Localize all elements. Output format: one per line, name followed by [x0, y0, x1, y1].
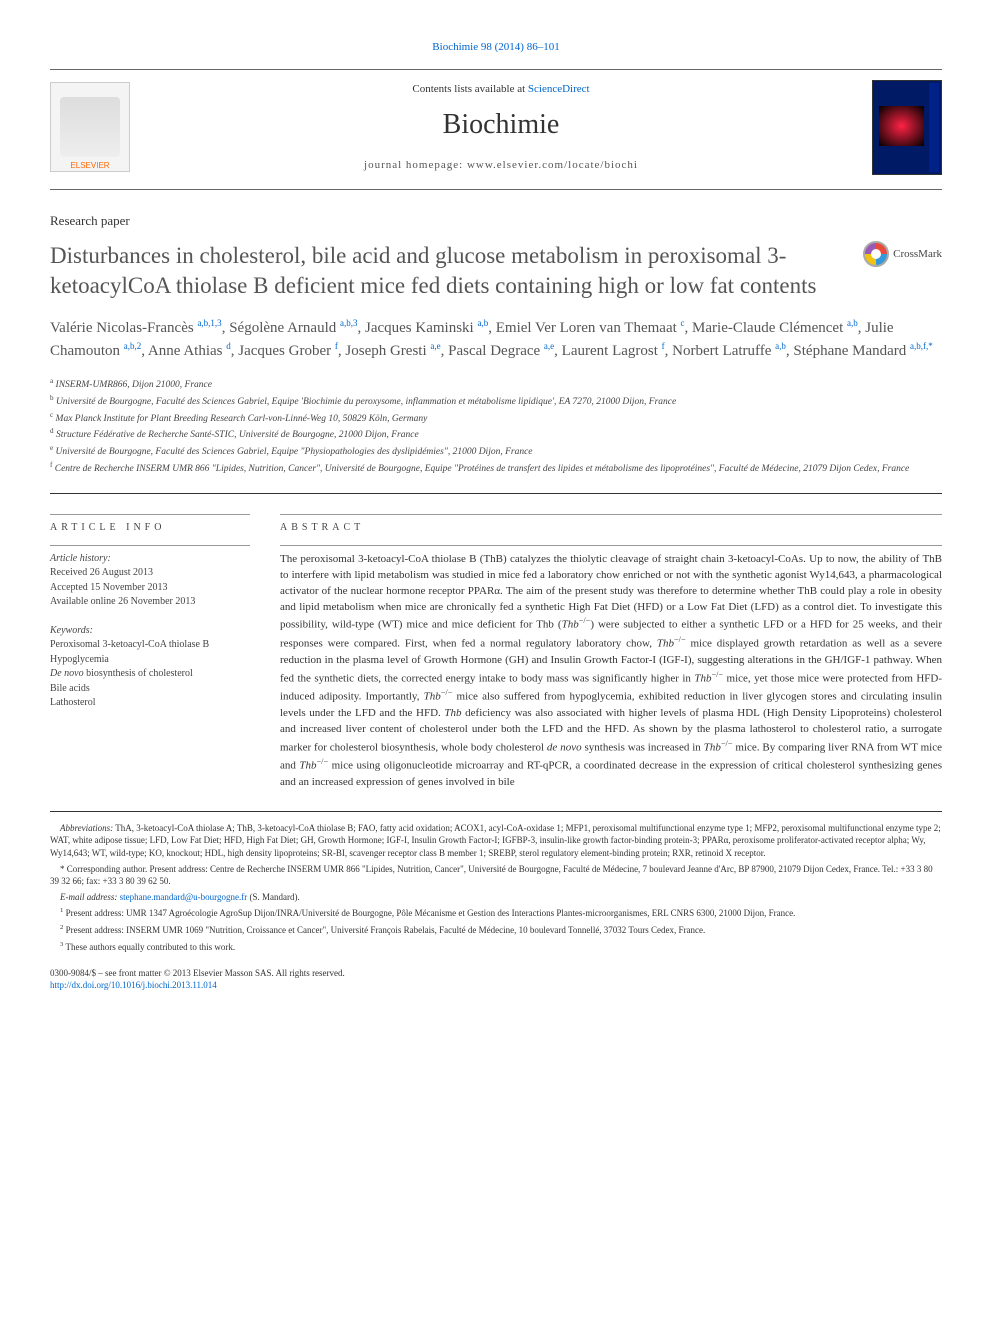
- affiliation-item: a INSERM-UMR866, Dijon 21000, France: [50, 376, 942, 393]
- email-line: E-mail address: stephane.mandard@u-bourg…: [50, 891, 942, 904]
- crossmark-icon: [863, 241, 889, 267]
- abbreviations: Abbreviations: ThA, 3-ketoacyl-CoA thiol…: [50, 822, 942, 860]
- abstract-head: ABSTRACT: [280, 521, 942, 535]
- homepage-url[interactable]: www.elsevier.com/locate/biochi: [467, 159, 638, 171]
- journal-reference: Biochimie 98 (2014) 86–101: [50, 40, 942, 55]
- accepted-date: Accepted 15 November 2013: [50, 581, 250, 596]
- footnote-1-text: Present address: UMR 1347 Agroécologie A…: [66, 908, 796, 918]
- cover-image-icon: [879, 106, 924, 146]
- keywords-block: Keywords: Peroxisomal 3-ketoacyl-CoA thi…: [50, 624, 250, 711]
- info-abstract-row: ARTICLE INFO Article history: Received 2…: [50, 493, 942, 791]
- article-title: Disturbances in cholesterol, bile acid a…: [50, 241, 843, 301]
- corr-text: Present address: Centre de Recherche INS…: [50, 864, 933, 887]
- corr-label: * Corresponding author.: [60, 864, 147, 874]
- crossmark-label: CrossMark: [893, 247, 942, 262]
- received-date: Received 26 August 2013: [50, 566, 250, 581]
- publisher-name: ELSEVIER: [70, 161, 109, 172]
- elsevier-tree-icon: [60, 97, 120, 157]
- article-info-head: ARTICLE INFO: [50, 521, 250, 535]
- footnotes: Abbreviations: ThA, 3-ketoacyl-CoA thiol…: [50, 811, 942, 953]
- copyright-line: 0300-9084/$ – see front matter © 2013 El…: [50, 967, 942, 979]
- email-link[interactable]: stephane.mandard@u-bourgogne.fr: [120, 892, 248, 902]
- sciencedirect-link[interactable]: ScienceDirect: [528, 83, 590, 95]
- history-label: Article history:: [50, 552, 250, 567]
- abbrev-text: ThA, 3-ketoacyl-CoA thiolase A; ThB, 3-k…: [50, 823, 941, 858]
- journal-ref-link[interactable]: Biochimie 98 (2014) 86–101: [432, 41, 559, 53]
- abbrev-label: Abbreviations:: [60, 823, 113, 833]
- footnote-1: 1 Present address: UMR 1347 Agroécologie…: [50, 906, 942, 920]
- affiliations-list: a INSERM-UMR866, Dijon 21000, Franceb Un…: [50, 376, 942, 478]
- footnote-2-text: Present address: INSERM UMR 1069 "Nutrit…: [66, 925, 706, 935]
- masthead: ELSEVIER Contents lists available at Sci…: [50, 69, 942, 190]
- homepage-line: journal homepage: www.elsevier.com/locat…: [130, 158, 872, 173]
- corresponding-author: * Corresponding author. Present address:…: [50, 863, 942, 888]
- keyword-item: Hypoglycemia: [50, 653, 250, 668]
- online-date: Available online 26 November 2013: [50, 595, 250, 610]
- authors-list: Valérie Nicolas-Francès a,b,1,3, Ségolèn…: [50, 317, 942, 364]
- doi-link[interactable]: http://dx.doi.org/10.1016/j.biochi.2013.…: [50, 980, 217, 990]
- affiliation-item: d Structure Fédérative de Recherche Sant…: [50, 426, 942, 443]
- contents-line: Contents lists available at ScienceDirec…: [130, 82, 872, 97]
- article-history: Article history: Received 26 August 2013…: [50, 552, 250, 610]
- keyword-item: Lathosterol: [50, 696, 250, 711]
- abstract-column: ABSTRACT The peroxisomal 3-ketoacyl-CoA …: [280, 508, 942, 791]
- affiliation-item: b Université de Bourgogne, Faculté des S…: [50, 393, 942, 410]
- elsevier-logo: ELSEVIER: [50, 82, 130, 172]
- keywords-label: Keywords:: [50, 624, 250, 639]
- title-row: Disturbances in cholesterol, bile acid a…: [50, 241, 942, 317]
- footnote-3: 3 These authors equally contributed to t…: [50, 940, 942, 954]
- crossmark-badge-container[interactable]: CrossMark: [863, 241, 942, 267]
- email-label: E-mail address:: [60, 892, 117, 902]
- keyword-item: De novo biosynthesis of cholesterol: [50, 667, 250, 682]
- abstract-text: The peroxisomal 3-ketoacyl-CoA thiolase …: [280, 552, 942, 791]
- affiliation-item: c Max Planck Institute for Plant Breedin…: [50, 410, 942, 427]
- keyword-item: Bile acids: [50, 682, 250, 697]
- keywords-list: Peroxisomal 3-ketoacyl-CoA thiolase BHyp…: [50, 638, 250, 711]
- homepage-prefix: journal homepage:: [364, 159, 467, 171]
- article-type: Research paper: [50, 212, 942, 230]
- article-info-column: ARTICLE INFO Article history: Received 2…: [50, 508, 250, 791]
- footnote-3-text: These authors equally contributed to thi…: [65, 942, 235, 952]
- email-suffix: (S. Mandard).: [250, 892, 300, 902]
- keyword-item: Peroxisomal 3-ketoacyl-CoA thiolase B: [50, 638, 250, 653]
- masthead-center: Contents lists available at ScienceDirec…: [130, 82, 872, 173]
- contents-prefix: Contents lists available at: [412, 83, 527, 95]
- affiliation-item: e Université de Bourgogne, Faculté des S…: [50, 443, 942, 460]
- footnote-2: 2 Present address: INSERM UMR 1069 "Nutr…: [50, 923, 942, 937]
- journal-name: Biochimie: [130, 106, 872, 144]
- journal-cover-thumbnail: [872, 80, 942, 175]
- affiliation-item: f Centre de Recherche INSERM UMR 866 "Li…: [50, 460, 942, 477]
- doi-line: http://dx.doi.org/10.1016/j.biochi.2013.…: [50, 979, 942, 991]
